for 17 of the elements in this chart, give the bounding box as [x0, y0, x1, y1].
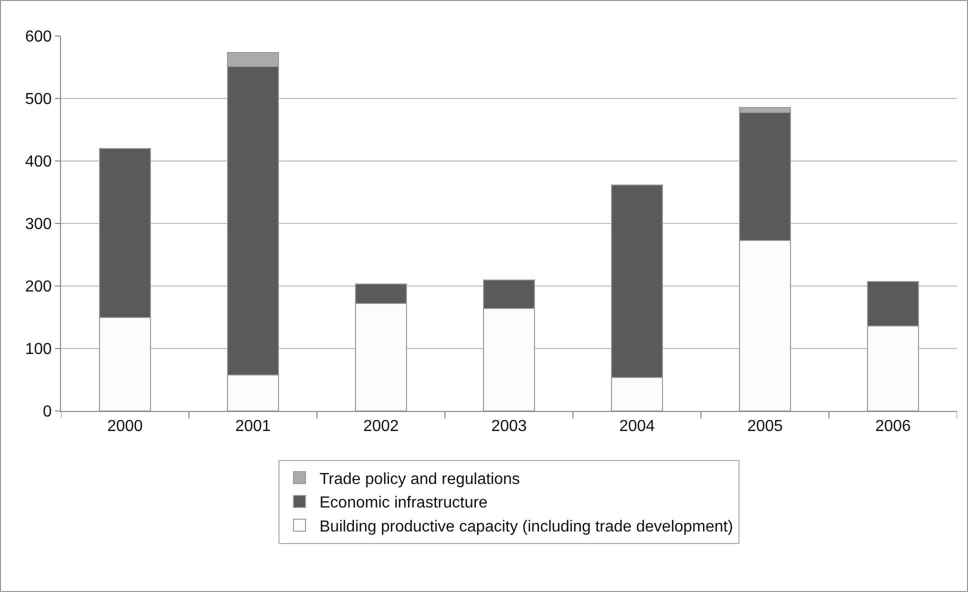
x-tick-label: 2005: [747, 418, 783, 436]
legend-label: Building productive capacity (including trade development): [320, 518, 734, 536]
x-tick-label: 2006: [875, 418, 911, 436]
x-tick-label: 2002: [363, 418, 399, 436]
y-tick-label: 600: [25, 28, 52, 46]
legend-label: Economic infrastructure: [320, 494, 488, 512]
y-tick-label: 500: [25, 91, 52, 108]
x-tick-label: 2000: [107, 418, 143, 436]
y-tick-label: 100: [25, 341, 52, 358]
y-tick-label: 400: [25, 154, 52, 171]
y-tick-label: 300: [25, 216, 52, 234]
x-tick-label: 2001: [235, 418, 271, 436]
x-tick-label: 2004: [619, 418, 655, 436]
x-tick-label: 2003: [491, 418, 527, 436]
y-tick-label: 0: [42, 404, 52, 421]
legend-label: Trade policy and regulations: [320, 470, 520, 488]
y-tick-label: 200: [25, 278, 52, 296]
